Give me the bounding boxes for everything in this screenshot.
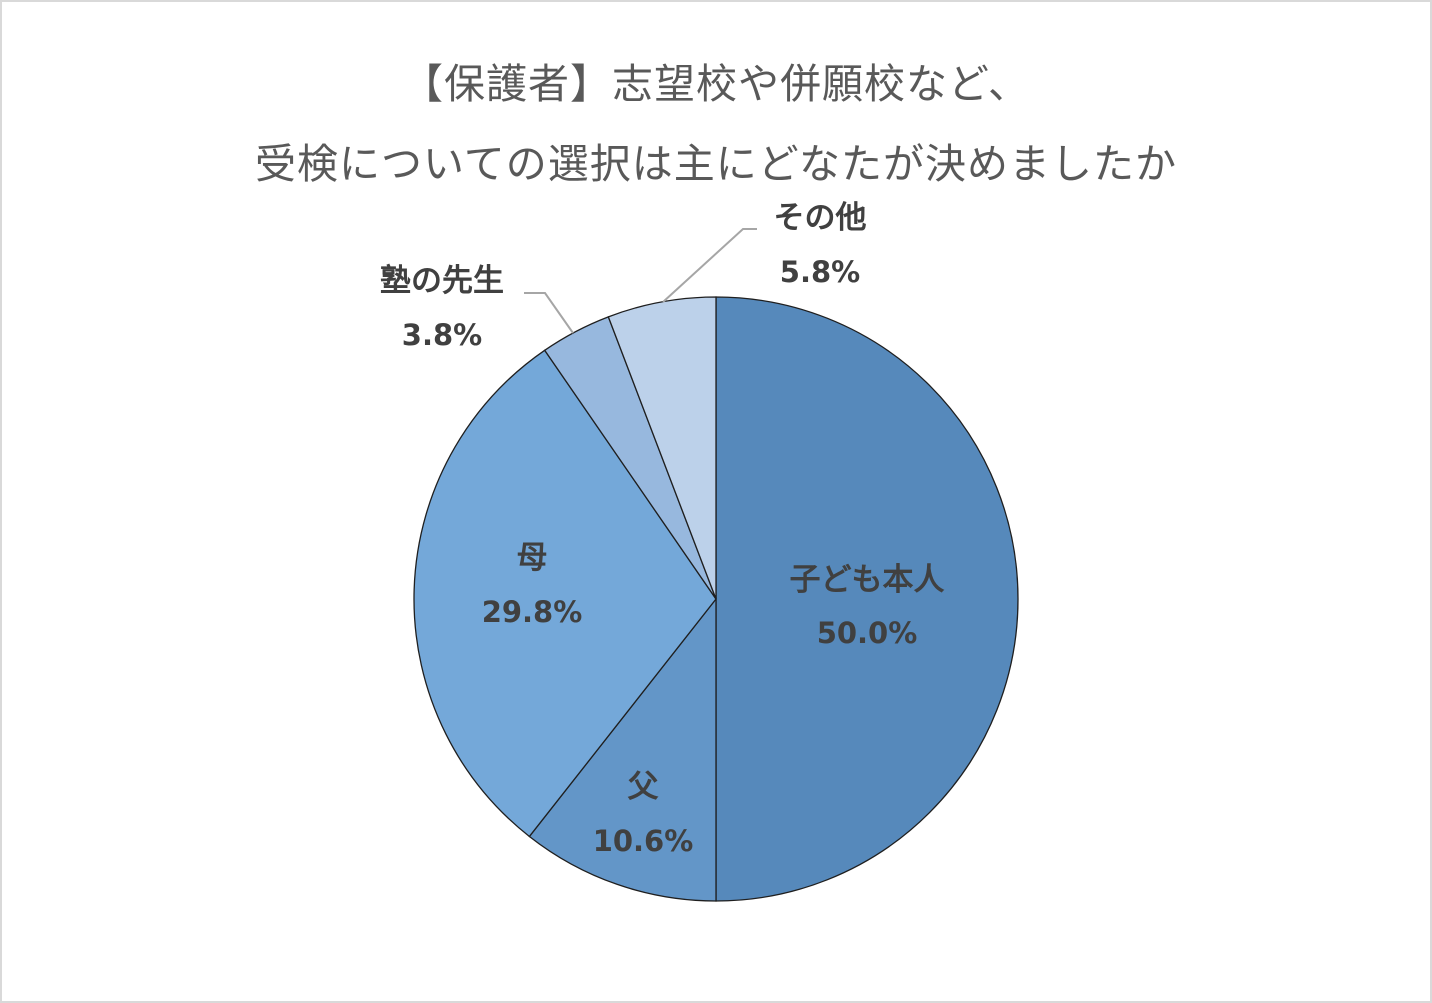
leader-line-3 [524,292,574,334]
slice-value-3: 3.8% [402,318,482,352]
slice-label-0: 子ども本人 [790,562,945,598]
pie-slice-2 [413,349,717,838]
pie-slice-1 [528,597,717,902]
pie-slice-0 [715,296,1019,902]
slice-label-1: 父 [628,769,659,805]
slice-value-0: 50.0% [817,616,918,650]
slice-label-4: その他 [774,200,867,236]
slice-value-2: 29.8% [482,595,583,629]
chart-title-line-2: 受検についての選択は主にどなたが決めましたか [255,140,1177,188]
slice-value-4: 5.8% [780,255,860,289]
slice-label-2: 母 [517,540,548,576]
slice-label-3: 塾の先生 [380,263,504,299]
pie-slice-4 [607,296,717,600]
slice-value-1: 10.6% [593,824,694,858]
chart-title-line-1: 【保護者】志望校や併願校など、 [402,60,1030,108]
leader-line-4 [662,228,757,303]
